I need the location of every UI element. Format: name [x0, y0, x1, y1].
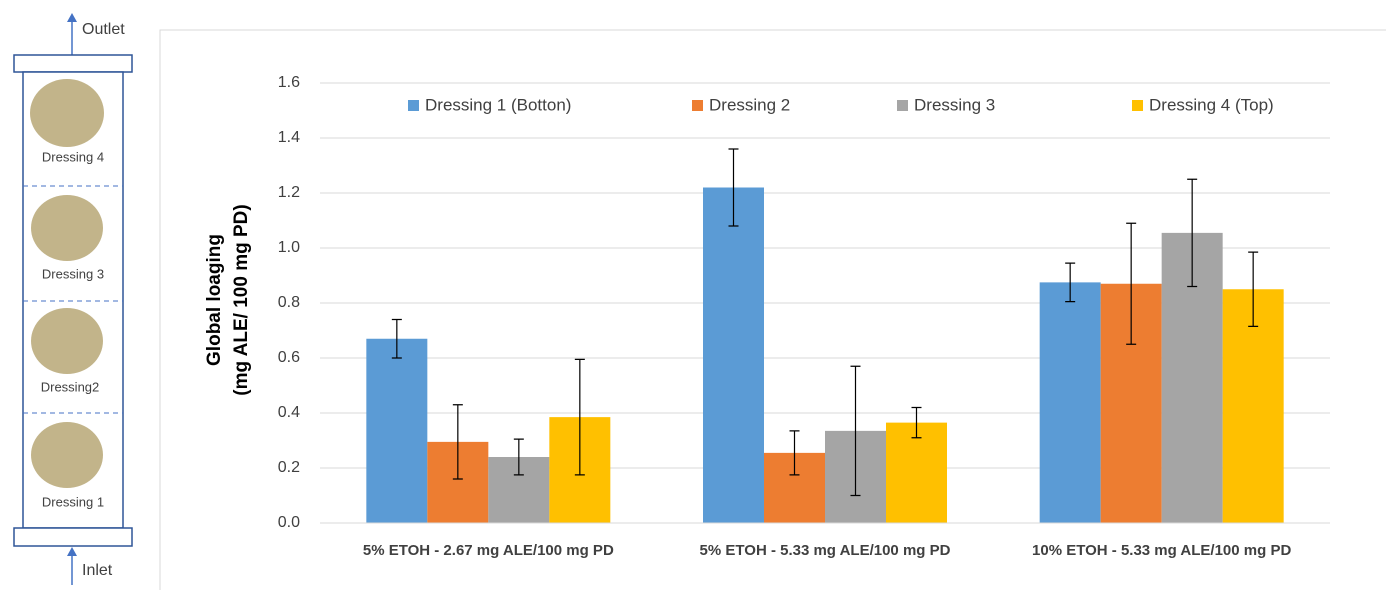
error-bar	[728, 148, 739, 227]
y-tick-label: 1.2	[278, 184, 300, 201]
error-bar	[452, 404, 463, 480]
y-tick-label: 0.8	[278, 294, 300, 311]
outlet-arrowhead	[67, 13, 77, 22]
y-tick-label: 0.0	[278, 514, 300, 531]
top-cap	[13, 54, 133, 73]
error-bar	[1126, 222, 1137, 345]
chart-frame	[159, 29, 1386, 590]
dressing-label: Dressing 4	[42, 149, 104, 164]
dressing-label: Dressing 1	[42, 494, 104, 509]
error-bar	[1248, 251, 1259, 327]
legend-swatch	[408, 100, 419, 111]
legend-swatch	[897, 100, 908, 111]
dressing-label: Dressing 3	[42, 266, 104, 281]
bar	[1222, 289, 1284, 523]
error-bar	[513, 438, 524, 476]
legend-label: Dressing 1 (Botton)	[425, 95, 571, 114]
dressing-image	[31, 308, 103, 374]
dressing-image	[30, 79, 104, 147]
inlet-label: Inlet	[82, 562, 113, 579]
x-tick-label: 10% ETOH - 5.33 mg ALE/100 mg PD	[1032, 542, 1291, 559]
column-diagram: Outlet Dressing 4 Dressing 3 Dressing2 D…	[13, 13, 133, 585]
legend-swatch	[692, 100, 703, 111]
bar	[703, 187, 764, 523]
legend-label: Dressing 2	[709, 95, 790, 114]
dressing-image	[31, 195, 103, 261]
y-tick-label: 1.4	[278, 129, 300, 146]
error-bar	[1187, 178, 1198, 288]
legend-label: Dressing 4 (Top)	[1149, 95, 1274, 114]
outlet-label: Outlet	[82, 21, 125, 38]
y-tick-label: 1.6	[278, 74, 300, 91]
dressing-label: Dressing2	[41, 379, 100, 394]
dressing-image	[31, 422, 103, 488]
error-bar	[574, 358, 585, 476]
y-axis-label: (mg ALE/ 100 mg PD)	[231, 204, 252, 395]
legend-swatch	[1132, 100, 1143, 111]
x-tick-label: 5% ETOH - 2.67 mg ALE/100 mg PD	[363, 542, 614, 559]
error-bar	[789, 430, 800, 476]
bar	[1039, 282, 1101, 523]
bar	[886, 422, 947, 523]
error-bar	[1065, 262, 1076, 303]
y-tick-label: 0.4	[278, 404, 300, 421]
error-bar	[911, 406, 922, 439]
y-axis-label: Global loaging	[204, 234, 225, 366]
y-tick-label: 0.6	[278, 349, 300, 366]
error-bar	[391, 318, 402, 359]
bar	[366, 338, 428, 523]
y-tick-label: 0.2	[278, 459, 300, 476]
inlet-arrowhead	[67, 547, 77, 556]
y-tick-label: 1.0	[278, 239, 300, 256]
legend-label: Dressing 3	[914, 95, 995, 114]
x-tick-label: 5% ETOH - 5.33 mg ALE/100 mg PD	[700, 542, 951, 559]
bottom-cap	[13, 527, 133, 547]
error-bar	[850, 365, 861, 497]
